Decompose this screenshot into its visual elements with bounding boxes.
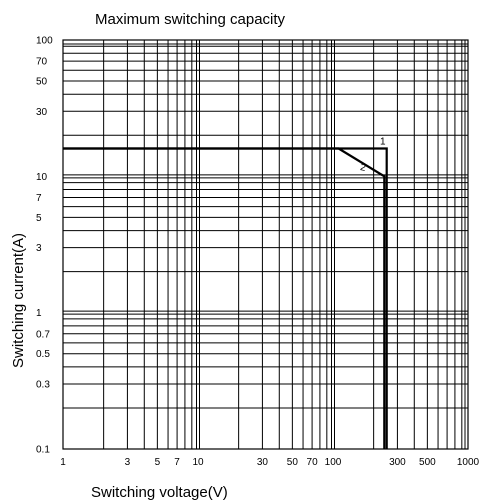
series-lines (63, 147, 388, 449)
y-tick-label: 70 (36, 57, 48, 68)
y-tick-label: 7 (36, 193, 42, 204)
series-line-1 (63, 147, 388, 449)
series-line-2 (63, 147, 386, 449)
series-label-1: 1 (380, 137, 386, 148)
y-tick-label: 1 (36, 308, 42, 319)
x-tick-label: 50 (287, 457, 299, 468)
chart-title: Maximum switching capacity (95, 11, 286, 28)
series-labels: 12 (359, 137, 386, 175)
y-tick-label: 30 (36, 107, 48, 118)
x-tick-labels: 1 3 5 7 10 30 50 70 100 300 500 1000 (60, 457, 479, 468)
x-tick-label: 7 (174, 457, 180, 468)
y-tick-label: 5 (36, 213, 42, 224)
y-tick-labels: 0.1 0.3 0.5 0.7 1 3 5 7 10 30 50 70 100 (36, 36, 53, 456)
x-tick-label: 10 (192, 457, 204, 468)
y-tick-label: 0.7 (36, 329, 50, 340)
y-tick-label: 0.3 (36, 379, 50, 390)
y-tick-label: 0.5 (36, 349, 50, 360)
y-tick-label: 3 (36, 243, 42, 254)
plot-frame (62, 39, 469, 450)
x-axis-label: Switching voltage(V) (91, 484, 228, 501)
x-tick-label: 3 (125, 457, 131, 468)
x-tick-label: 30 (257, 457, 269, 468)
y-tick-label: 100 (36, 36, 53, 47)
grid (63, 40, 468, 449)
y-tick-label: 0.1 (36, 445, 50, 456)
y-tick-label: 10 (36, 172, 48, 183)
x-tick-label: 1 (60, 457, 66, 468)
x-tick-label: 70 (307, 457, 319, 468)
x-tick-label: 500 (419, 457, 436, 468)
plot-border (62, 39, 469, 450)
y-tick-label: 50 (36, 77, 48, 88)
series-label-2: 2 (359, 162, 367, 174)
x-tick-label: 100 (325, 457, 342, 468)
x-tick-label: 5 (155, 457, 161, 468)
x-tick-label: 1000 (457, 457, 480, 468)
x-tick-label: 300 (389, 457, 406, 468)
y-axis-label: Switching current(A) (10, 233, 27, 368)
